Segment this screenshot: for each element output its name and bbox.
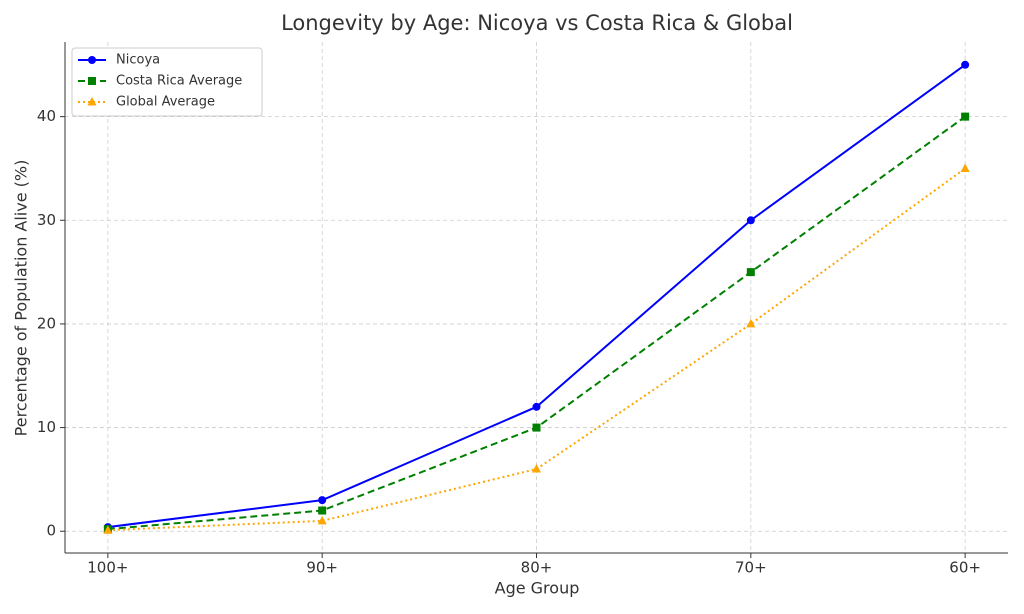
x-tick-label: 100+ <box>87 559 128 577</box>
y-tick-label: 30 <box>37 211 56 229</box>
series-line <box>107 167 966 532</box>
marker <box>960 163 970 172</box>
y-tick-label: 10 <box>37 418 56 436</box>
marker <box>532 464 541 473</box>
x-axis-label: Age Group <box>495 579 580 598</box>
marker <box>532 423 541 432</box>
marker <box>318 496 327 505</box>
legend-box <box>71 47 263 117</box>
marker <box>961 112 970 121</box>
marker <box>88 56 96 64</box>
chart-title: Longevity by Age: Nicoya vs Costa Rica &… <box>281 11 793 35</box>
legend: Nicoya Costa Rica Average Global Average <box>71 47 263 117</box>
legend-label: Costa Rica Average <box>116 74 242 89</box>
marker <box>746 318 756 328</box>
y-axis-label: Percentage of Population Alive (%) <box>12 160 31 437</box>
x-tick-label: 80+ <box>521 559 553 577</box>
marker <box>317 515 327 525</box>
marker <box>746 268 755 277</box>
marker <box>318 506 327 515</box>
x-tick-label: 90+ <box>306 559 338 577</box>
y-tick-label: 20 <box>37 314 56 332</box>
marker <box>88 77 96 85</box>
marker <box>746 216 755 225</box>
marker <box>87 97 97 106</box>
marker <box>961 60 970 69</box>
legend-label: Nicoya <box>116 53 160 68</box>
legend-label: Global Average <box>116 95 215 110</box>
y-tick-label: 40 <box>37 107 56 125</box>
y-tick-label: 0 <box>46 522 56 540</box>
marker <box>532 402 541 411</box>
x-tick-label: 70+ <box>735 559 767 577</box>
marker <box>103 525 113 534</box>
x-tick-label: 60+ <box>949 559 981 577</box>
